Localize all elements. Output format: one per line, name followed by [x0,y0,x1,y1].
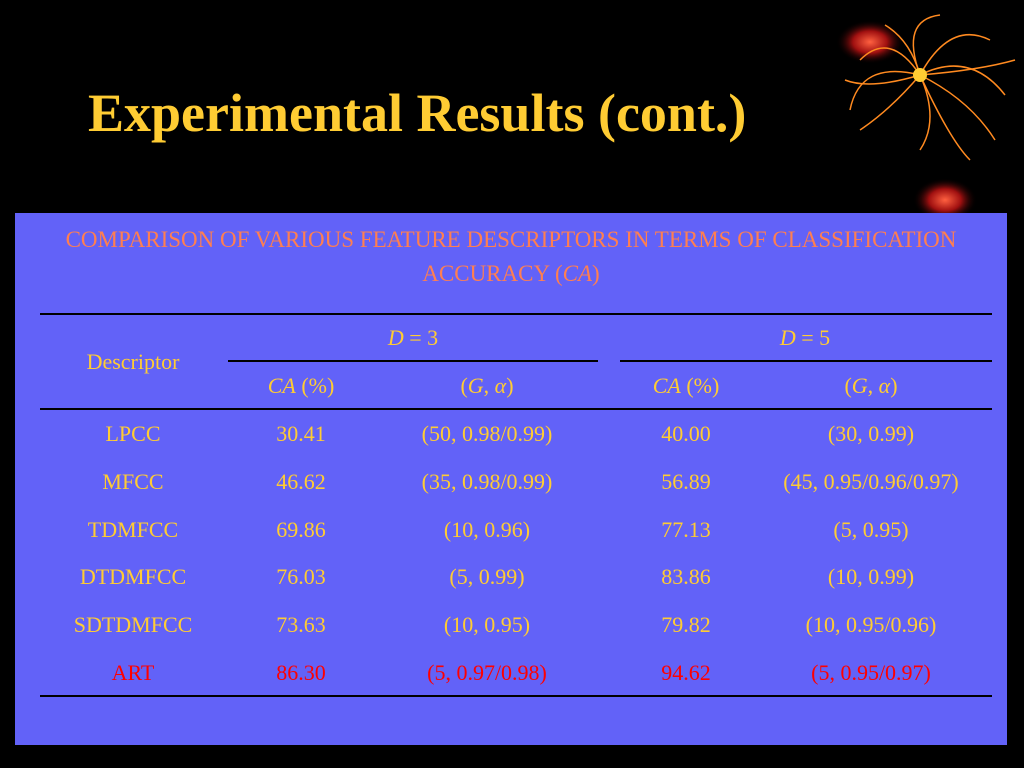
spark-center [913,68,927,82]
table-cell: CA (%) [653,373,720,399]
table-cell: (50, 0.98/0.99) [421,421,553,446]
table-panel: COMPARISON OF VARIOUS FEATURE DESCRIPTOR… [15,213,1007,745]
table-rule [40,408,992,410]
text-segment: CA [267,373,296,398]
table-cell: (10, 0.95/0.96) [805,612,937,638]
table-cell: 30.41 [276,421,326,446]
text-segment: CA [652,373,681,398]
table-cell: (35, 0.98/0.99) [421,468,553,494]
table-cell: D = 3 [388,325,438,351]
table-rule [40,695,992,697]
table-rule [40,313,992,315]
glow [913,178,977,222]
text-segment: ( [460,373,468,398]
text-segment: , [867,373,879,398]
table-cell: D = 5 [780,325,830,351]
table-cell: (10, 0.95) [443,612,531,638]
table-cell: 40.00 [661,421,711,446]
text-segment: D [387,325,404,350]
text-segment: α [878,373,891,398]
table-cell: (5, 0.95/0.97) [811,660,931,685]
table-cell: LPCC [105,421,161,446]
table-cell: CA (%) [268,373,335,399]
table-cell: 86.30 [276,660,326,685]
table-cell: (5, 0.97/0.98) [427,660,547,685]
text-segment: ) [506,373,514,398]
text-segment: CA [562,261,593,286]
table-cell: (G, α) [460,373,513,399]
table-cell: (5, 0.95) [833,516,909,542]
table-caption: COMPARISON OF VARIOUS FEATURE DESCRIPTOR… [40,223,982,291]
table-cell: (5, 0.99) [449,564,525,590]
table-cell: Descriptor [87,349,180,375]
text-segment: = 5 [795,325,831,350]
table-cell: DTDMFCC [79,564,187,590]
table-cell: 69.86 [276,516,326,542]
glow [836,20,904,64]
table-cell: 79.82 [661,612,711,638]
table-cell: 94.62 [661,660,711,685]
table-cell: SDTDMFCC [73,612,193,638]
table-cell: (10, 0.96) [443,516,531,542]
text-segment: ) [592,261,600,286]
table-cell: (10, 0.99) [827,564,915,590]
table-cell: (G, α) [844,373,897,399]
table-cell: 46.62 [276,468,326,494]
slide-title: Experimental Results (cont.) [88,83,747,143]
table-rule [620,360,992,362]
table-rule [228,360,598,362]
table-cell: 73.63 [276,612,326,638]
text-segment: (%) [680,373,720,398]
text-segment: COMPARISON OF VARIOUS FEATURE DESCRIPTOR… [65,227,957,286]
text-segment: ) [890,373,898,398]
text-segment: G [851,373,868,398]
text-segment: = 3 [403,325,439,350]
text-segment: (%) [295,373,335,398]
table-cell: 76.03 [276,564,326,590]
text-segment: ( [844,373,852,398]
text-segment: Descriptor [86,349,180,374]
table-cell: MFCC [102,468,164,494]
sparks [844,14,1016,161]
table-cell: 83.86 [661,564,711,590]
firework-decoration [836,14,1016,222]
text-segment: α [494,373,507,398]
text-segment: D [779,325,796,350]
table-cell: (30, 0.99) [827,421,915,446]
table-cell: ART [111,660,155,685]
table-cell: (45, 0.95/0.96/0.97) [783,468,959,494]
table-cell: TDMFCC [87,516,179,542]
text-segment: G [467,373,484,398]
text-segment: , [483,373,495,398]
table-cell: 56.89 [661,468,711,494]
table-cell: 77.13 [661,516,711,542]
